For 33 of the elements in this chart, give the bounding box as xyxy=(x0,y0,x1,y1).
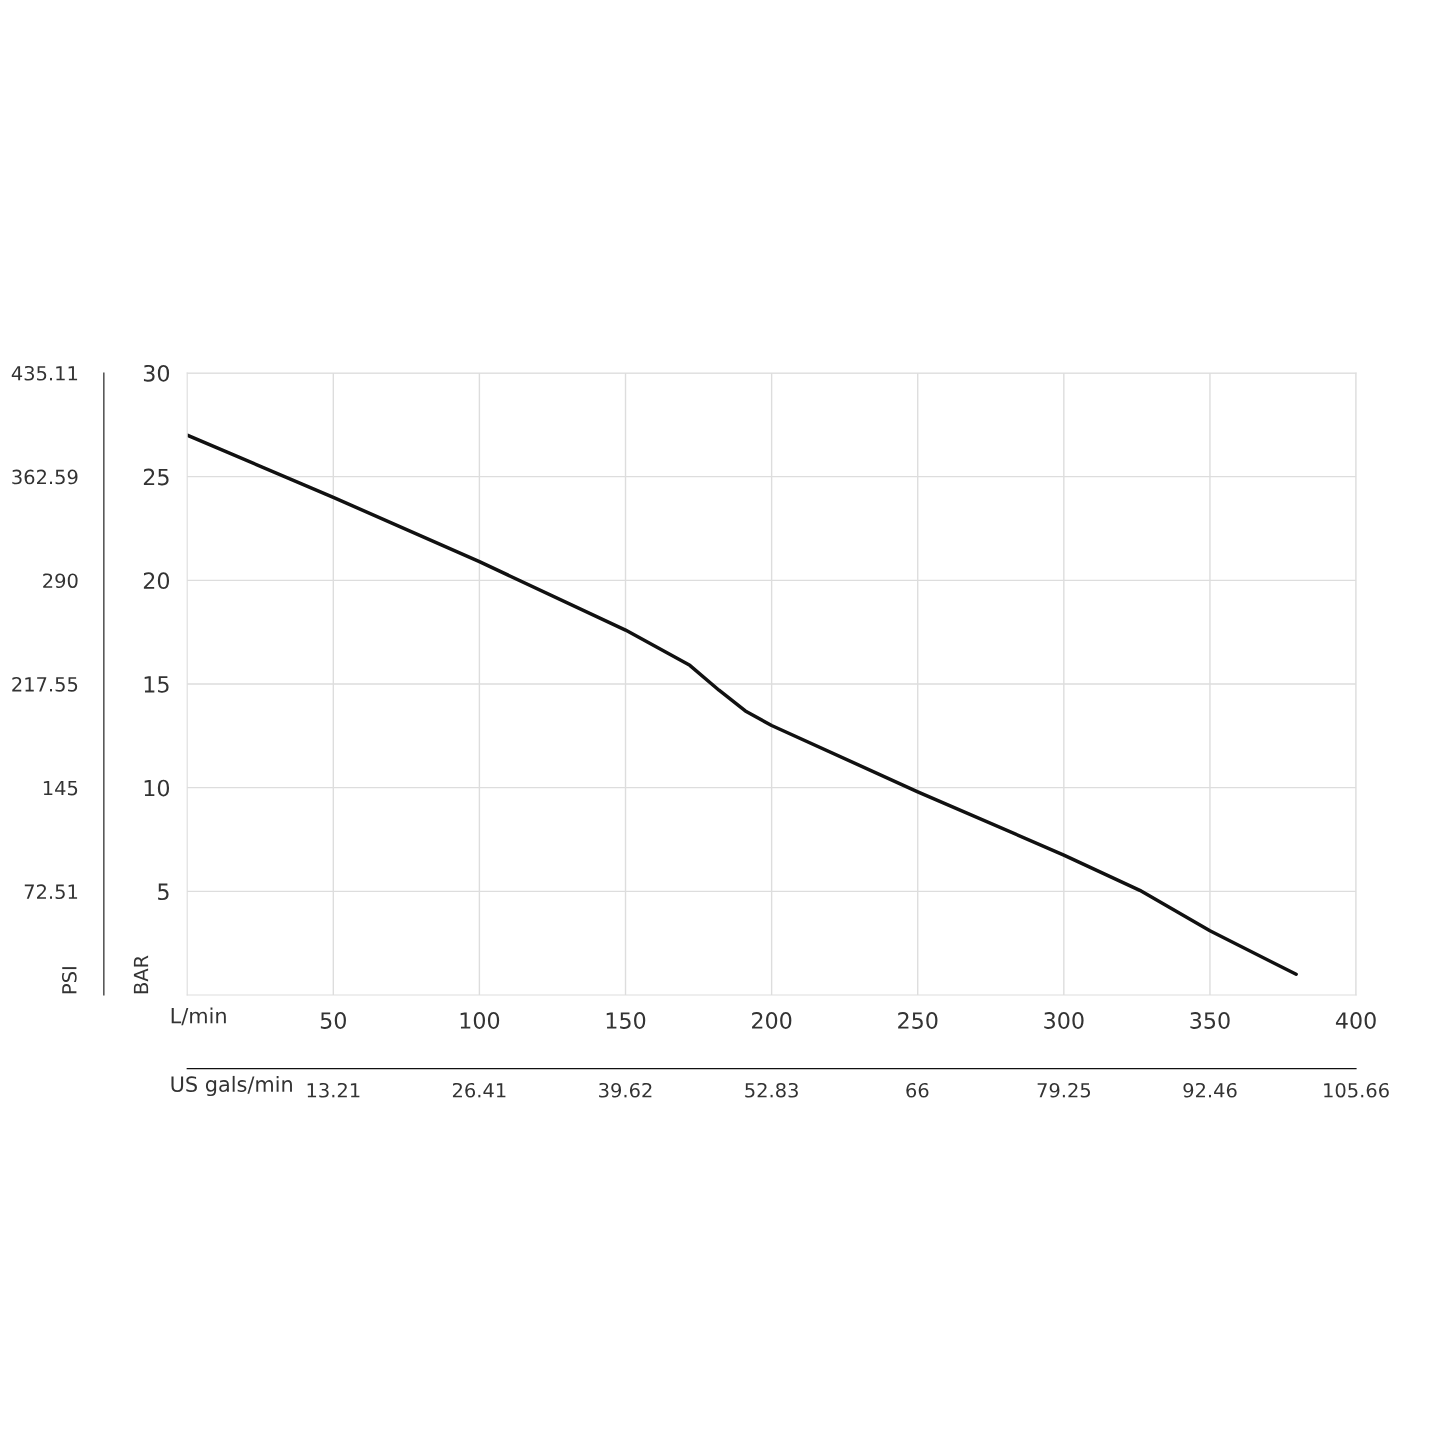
y-tick-label: 30 xyxy=(143,364,170,382)
line-series xyxy=(187,433,1298,977)
x2-tick-label: 26.41 xyxy=(452,1082,506,1098)
y-tick-label: 10 xyxy=(144,779,170,797)
x-tick-label: 350 xyxy=(1190,1012,1230,1029)
x2-tick-label: 13.21 xyxy=(307,1082,360,1098)
y-tick-label: 5 xyxy=(158,883,169,901)
y2-tick-label: 290 xyxy=(43,573,78,589)
x2-tick-label: 39.62 xyxy=(599,1082,652,1098)
x-tick-label: 300 xyxy=(1044,1012,1084,1029)
x-tick-label: 150 xyxy=(606,1012,646,1029)
x-tick-label: 250 xyxy=(898,1012,938,1029)
y2-tick-label: 435.11 xyxy=(11,365,78,381)
x-tick-label: 200 xyxy=(752,1012,792,1029)
x2-tick-label: 105.66 xyxy=(1324,1082,1389,1098)
x2-tick-label: 52.83 xyxy=(745,1082,798,1098)
x2-tick-label: 66 xyxy=(906,1082,929,1098)
x2-axis-title: US gals/min xyxy=(171,1075,292,1097)
x2-tick-label: 79.25 xyxy=(1037,1082,1091,1098)
y-tick-label: 25 xyxy=(143,468,169,486)
y-tick-label: 20 xyxy=(143,572,170,590)
y-axis-title: BAR xyxy=(133,955,149,994)
y2-tick-label: 362.59 xyxy=(12,469,78,485)
x-axis-title: L/min xyxy=(171,1007,226,1026)
y2-tick-label: 217.55 xyxy=(12,676,78,692)
y2-tick-label: 145 xyxy=(43,780,78,796)
x2-tick-label: 92.46 xyxy=(1183,1082,1237,1098)
y-tick-label: 15 xyxy=(144,676,169,693)
x-tick-label: 400 xyxy=(1335,1012,1376,1029)
y2-tick-label: 72.51 xyxy=(24,884,78,900)
y2-axis-title: PSI xyxy=(61,967,77,994)
x-tick-label: 50 xyxy=(320,1012,346,1029)
x-tick-label: 100 xyxy=(460,1012,500,1029)
